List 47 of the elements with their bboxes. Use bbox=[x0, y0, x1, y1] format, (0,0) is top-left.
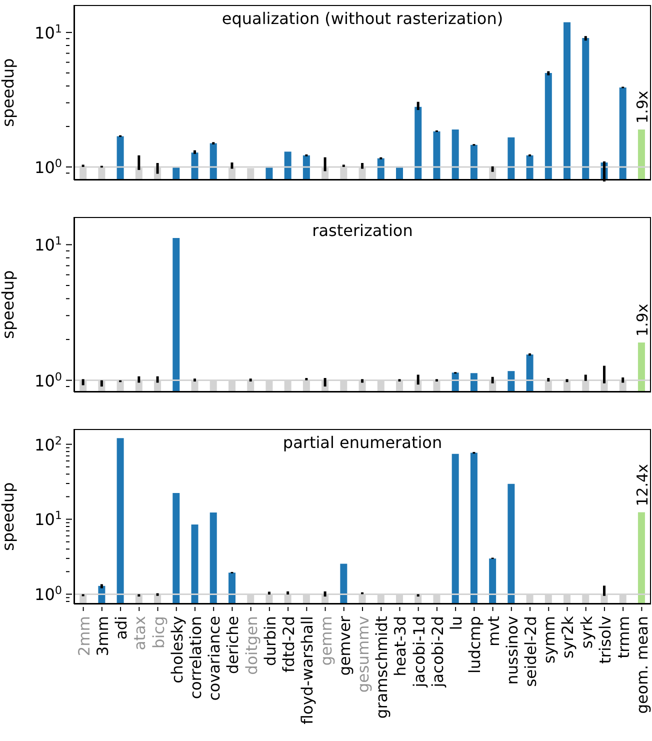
y-tick-label: 10$^{2}$ bbox=[34, 434, 62, 454]
x-tick-label: symm bbox=[540, 616, 559, 664]
chart-title: partial enumeration bbox=[282, 433, 444, 452]
x-tick-label: gemm bbox=[317, 616, 336, 666]
x-tick-label: floyd-warshall bbox=[298, 616, 317, 724]
y-axis-title: speedup bbox=[0, 482, 18, 551]
y-axis-title: speedup bbox=[0, 270, 18, 339]
chart-title: equalization (without rasterization) bbox=[220, 9, 504, 28]
x-tick-label: jacobi-1d bbox=[410, 616, 428, 688]
x-tick-label: atax bbox=[131, 616, 150, 650]
x-tick-label: adi bbox=[112, 616, 131, 640]
y-tick-label: 10$^{0}$ bbox=[34, 156, 62, 177]
x-tick-label: deriche bbox=[224, 616, 242, 674]
x-tick-label: fdtd-2d bbox=[280, 616, 298, 673]
x-tick-label: doitgen bbox=[242, 616, 261, 675]
y-tick-label: 10$^{0}$ bbox=[34, 584, 62, 604]
y-tick-label: 10$^{1}$ bbox=[34, 22, 62, 42]
x-tick-label: covariance bbox=[206, 616, 224, 701]
x-tick-label: cholesky bbox=[168, 616, 186, 684]
x-tick-label: 3mm bbox=[94, 616, 112, 656]
x-tick-label: ludcmp bbox=[466, 616, 484, 674]
x-tick-label: gesummv bbox=[354, 616, 372, 693]
x-tick-label: mvt bbox=[484, 616, 503, 646]
data-label: 12.4x bbox=[633, 464, 652, 506]
x-tick-label: correlation bbox=[186, 616, 205, 700]
x-tick-label: geom. mean bbox=[634, 616, 652, 714]
y-tick-label: 10$^{0}$ bbox=[34, 370, 62, 390]
y-axis-title: speedup bbox=[0, 58, 18, 127]
data-label: 1.9x bbox=[633, 304, 652, 337]
x-tick-label: seidel-2d bbox=[522, 616, 540, 687]
x-tick-label: durbin bbox=[261, 616, 280, 666]
y-tick-label: 10$^{1}$ bbox=[34, 234, 62, 255]
x-tick-label: gramschmidt bbox=[373, 616, 392, 719]
x-tick-label: nussinov bbox=[503, 616, 522, 685]
x-tick-label: trmm bbox=[615, 616, 634, 658]
data-label: 1.9x bbox=[633, 90, 652, 124]
x-tick-label: syr2k bbox=[559, 616, 578, 658]
y-tick-label: 10$^{1}$ bbox=[34, 508, 62, 530]
x-tick-label: trisolv bbox=[596, 616, 614, 664]
x-tick-label: 2mm bbox=[75, 616, 94, 656]
chart-title: rasterization bbox=[311, 221, 414, 240]
x-tick-label: gemver bbox=[336, 615, 354, 676]
x-tick-label: lu bbox=[448, 616, 466, 630]
x-tick-label: bicg bbox=[150, 616, 168, 649]
x-tick-label: jacobi-2d bbox=[428, 616, 447, 688]
x-tick-label: heat-3d bbox=[392, 616, 410, 676]
x-tick-label: syrk bbox=[578, 616, 596, 649]
